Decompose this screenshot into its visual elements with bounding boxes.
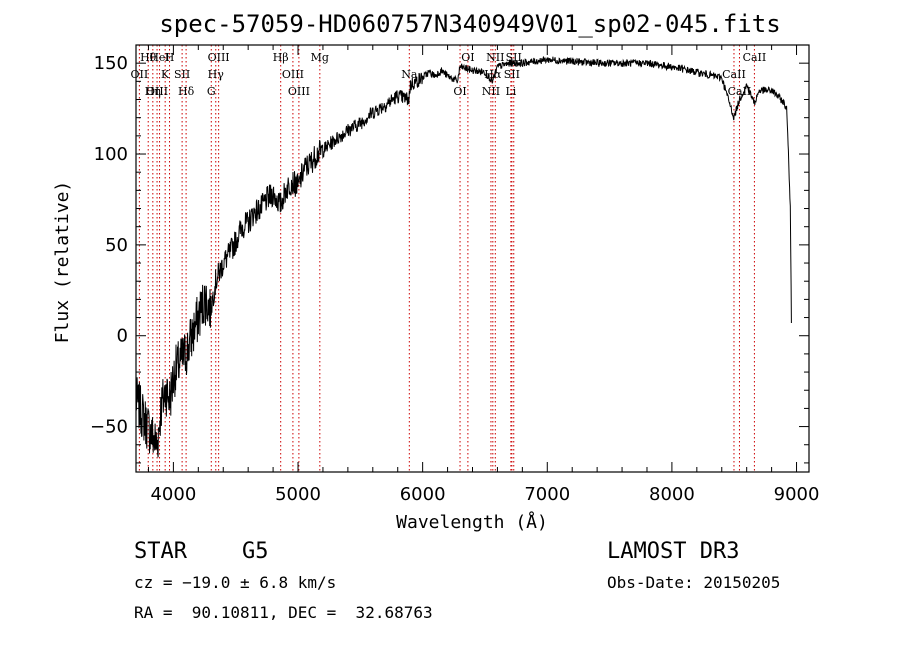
x-tick-label: 5000 <box>275 484 321 505</box>
spectral-line-label: H <box>165 51 175 64</box>
spectral-line-label: OI <box>461 51 474 64</box>
spectral-line-label: Hβ <box>273 51 289 64</box>
spectral-line-label: Mg <box>311 51 329 64</box>
spectral-line-label: Na <box>401 68 418 81</box>
spectral-line-label: NII <box>486 51 504 64</box>
spectral-line-label: Hγ <box>208 68 225 81</box>
spectral-line-label: OIII <box>282 68 304 81</box>
x-tick-label: 7000 <box>524 484 570 505</box>
y-tick-label: 50 <box>105 235 128 256</box>
plot-frame <box>135 44 810 473</box>
x-axis-ticks: 4000 5000 6000 7000 8000 9000 <box>147 45 820 505</box>
x-tick-label: 8000 <box>649 484 695 505</box>
spectral-line-label: Hθ <box>140 51 157 64</box>
coordinates: RA = 90.10811, DEC = 32.68763 <box>134 603 433 622</box>
x-axis-label: Wavelength (Å) <box>396 511 548 533</box>
spectral-line-label: OIII <box>146 85 168 98</box>
spectral-line-label: HeI <box>149 51 169 64</box>
spectral-line-labels: Hθ OII OIII HeI KHη H SII Hδ OIII Hγ G Hβ OIII OIII Mg… <box>131 51 767 98</box>
spectral-line-label: OI <box>453 85 466 98</box>
spectral-line-label: K <box>161 68 170 81</box>
spectrum-line <box>135 56 792 458</box>
x-tick-label: 6000 <box>400 484 446 505</box>
y-tick-label: −50 <box>90 417 128 438</box>
spectral-line-label: CaII <box>743 51 767 64</box>
spectral-line-label: G <box>207 85 216 98</box>
y-tick-label: 150 <box>94 53 128 74</box>
spectral-line-markers <box>138 45 755 472</box>
y-axis-ticks: −50 0 50 100 150 <box>90 44 809 464</box>
object-class: STAR <box>134 539 187 564</box>
spectrum-chart: spec-57059-HD060757N340949V01_sp02-045.f… <box>52 10 820 533</box>
spectral-line-label: CaII <box>722 68 746 81</box>
spectral-line-label: SII <box>504 68 520 81</box>
spectral-line-label: NII <box>482 85 500 98</box>
x-tick-label: 9000 <box>774 484 820 505</box>
observation-date: Obs-Date: 20150205 <box>607 573 781 592</box>
spectral-subclass: G5 <box>242 539 269 564</box>
spectral-line-label: OIII <box>208 51 230 64</box>
redshift-value: cz = −19.0 ± 6.8 km/s <box>134 573 337 592</box>
spectral-line-label: OIII <box>288 85 310 98</box>
survey-name: LAMOST DR3 <box>607 539 740 564</box>
spectral-line-label: OII <box>131 68 149 81</box>
y-tick-label: 100 <box>94 144 128 165</box>
spectral-line-label: Hη <box>145 85 161 98</box>
y-tick-label: 0 <box>117 326 128 347</box>
spectral-line-label: Hδ <box>178 85 195 98</box>
y-axis-label: Flux (relative) <box>52 181 73 344</box>
spectral-line-label: SII <box>174 68 190 81</box>
spectral-line-label: Li <box>505 85 516 98</box>
x-tick-label: 4000 <box>150 484 196 505</box>
chart-title: spec-57059-HD060757N340949V01_sp02-045.f… <box>159 10 780 38</box>
